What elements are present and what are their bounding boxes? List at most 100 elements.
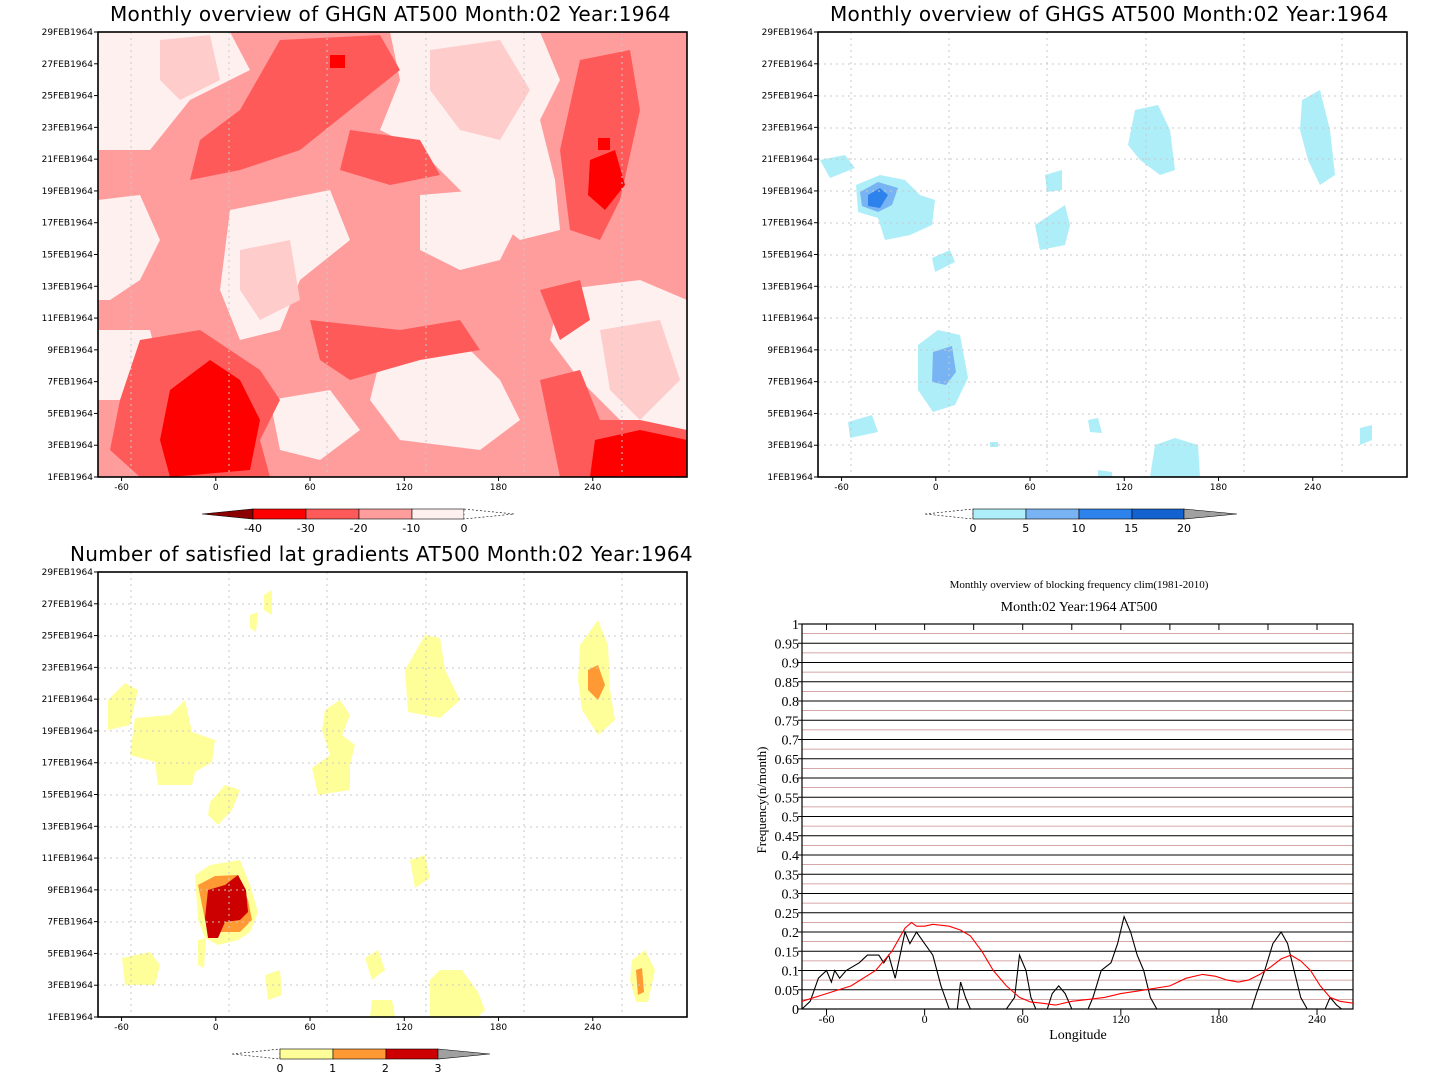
y-tick-label: 0.5 (782, 811, 800, 826)
ghgs-contour-low (1128, 105, 1175, 175)
gradients-contour-two (588, 665, 605, 700)
y-tick-label: 19FEB1964 (42, 727, 94, 737)
series-line-year (801, 914, 1353, 1010)
y-tick-label: 0.2 (782, 926, 800, 941)
x-tick-label: -60 (114, 483, 129, 493)
y-tick-label: 21FEB1964 (42, 695, 94, 705)
y-tick-label: 7FEB1964 (767, 378, 813, 388)
ghgs-colorbar-bin (1078, 508, 1133, 520)
gradients-colorbar-bin (332, 1048, 387, 1060)
y-tick-label: 0.75 (775, 714, 800, 729)
x-tick-label: 0 (213, 483, 219, 493)
y-tick-label: 0.85 (775, 676, 800, 691)
colorbar-label: -10 (402, 522, 420, 535)
ghgs-contour-low (1088, 418, 1102, 433)
ghgs-contour-low (1045, 170, 1062, 192)
ghgn-title: Monthly overview of GHGN AT500 Month:02 … (110, 2, 671, 26)
gradients-panel: Number of satisfied lat gradients AT500 … (0, 540, 720, 1091)
frequency-subtitle: Month:02 Year:1964 AT500 (1001, 600, 1158, 615)
series-line-clim (801, 921, 1354, 1006)
ghgn-contour-light (270, 390, 360, 460)
ghgn-contour-pale (430, 40, 530, 140)
y-tick-label: 7FEB1964 (47, 378, 93, 388)
ghgn-contour-strong (588, 150, 625, 210)
y-tick-label: 23FEB1964 (762, 123, 814, 133)
y-tick-label: 19FEB1964 (42, 187, 94, 197)
ghgs-title: Monthly overview of GHGS AT500 Month:02 … (830, 2, 1389, 26)
x-tick-label: 60 (1024, 483, 1036, 493)
ghgn-contour-mid (190, 35, 400, 180)
y-tick-label: 0.4 (782, 849, 800, 864)
ghgn-contour-mid (540, 280, 590, 340)
y-tick-label: 9FEB1964 (47, 346, 93, 356)
gradients-contour-one (208, 785, 240, 825)
y-tick-label: 11FEB1964 (42, 854, 94, 864)
gradients-contour-one (365, 950, 385, 980)
frequency-grid (802, 633, 1353, 1000)
gradients-colorbar-under (231, 1048, 281, 1060)
y-tick-label: 17FEB1964 (42, 219, 94, 229)
ghgs-contour-low (1098, 470, 1112, 477)
y-tick-label: 1FEB1964 (47, 473, 93, 483)
y-tick-label: 19FEB1964 (762, 187, 814, 197)
gradients-contour-three (205, 875, 248, 938)
frequency-plot: Monthly overview of blocking frequency c… (754, 579, 1354, 1043)
y-tick-label: 11FEB1964 (42, 314, 94, 324)
ghgs-grid (818, 32, 1407, 477)
y-tick-label: 29FEB1964 (42, 28, 94, 38)
y-tick-label: 15FEB1964 (42, 791, 94, 801)
ghgs-contour-high (868, 188, 888, 208)
y-tick-label: 29FEB1964 (762, 28, 814, 38)
gradients-plot: 1FEB1964 3FEB1964 5FEB1964 7FEB1964 9FEB1964… (42, 568, 688, 1075)
x-tick-label: 240 (584, 483, 601, 493)
ghgn-colorbar-bin (305, 508, 360, 520)
y-tick-label: 7FEB1964 (47, 918, 93, 928)
y-tick-label: 5FEB1964 (47, 949, 93, 959)
frequency-ylabel: Frequency(n/month) (754, 747, 769, 854)
ghgs-contour-low (1035, 205, 1070, 250)
colorbar-label: 2 (382, 1062, 389, 1075)
y-tick-label: 15FEB1964 (42, 251, 94, 261)
gradients-contour-one (198, 938, 206, 968)
y-tick-label: 25FEB1964 (42, 632, 94, 642)
ghgs-colorbar-under (924, 508, 974, 520)
ghgn-axes: 1FEB1964 3FEB1964 5FEB1964 7FEB1964 9FEB1964… (42, 28, 602, 493)
ghgn-contour-strong (160, 360, 260, 477)
colorbar-label: 0 (970, 522, 977, 535)
ghgn-plot: 1FEB1964 3FEB1964 5FEB1964 7FEB1964 9FEB1964… (42, 28, 688, 535)
gradients-colorbar-bin (385, 1048, 439, 1060)
colorbar-label: -30 (297, 522, 315, 535)
ghgn-contour-mid (340, 130, 440, 185)
y-tick-label: 13FEB1964 (42, 282, 94, 292)
ghgn-contour-pale (240, 240, 300, 320)
frequency-title: Monthly overview of blocking frequency c… (950, 579, 1209, 591)
ghgs-axes: 1FEB1964 3FEB1964 5FEB1964 7FEB1964 9FEB1964… (762, 28, 1322, 493)
ghgs-panel: Monthly overview of GHGS AT500 Month:02 … (720, 0, 1440, 545)
ghgn-contour-mid (310, 320, 480, 380)
y-tick-label: 9FEB1964 (767, 346, 813, 356)
x-tick-label: 0 (933, 483, 939, 493)
ghgn-contour-strong (330, 55, 345, 68)
x-tick-label: 60 (1017, 1012, 1029, 1026)
y-tick-label: 0.35 (775, 868, 800, 883)
ghgs-contour-low (932, 250, 955, 272)
y-tick-label: 3FEB1964 (767, 441, 813, 451)
ghgn-panel: Monthly overview of GHGN AT500 Month:02 … (0, 0, 720, 545)
y-tick-label: 1 (792, 618, 799, 633)
ghgs-colorbar-over (1183, 508, 1238, 520)
ghgs-contour-low (1300, 90, 1335, 185)
ghgs-colorbar-bin (1025, 508, 1080, 520)
y-tick-label: 0.9 (782, 657, 800, 672)
y-tick-label: 17FEB1964 (42, 759, 94, 769)
y-tick-label: 3FEB1964 (47, 441, 93, 451)
y-tick-label: 5FEB1964 (47, 409, 93, 419)
x-tick-label: 60 (304, 483, 316, 493)
gradients-axes: 1FEB1964 3FEB1964 5FEB1964 7FEB1964 9FEB1964… (42, 568, 602, 1033)
y-tick-label: 23FEB1964 (42, 123, 94, 133)
gradients-colorbar-bin (279, 1048, 334, 1060)
x-tick-label: 180 (1210, 483, 1227, 493)
x-tick-label: 180 (1210, 1012, 1228, 1026)
ghgs-contour-low (848, 415, 878, 438)
y-tick-label: 0.55 (775, 791, 800, 806)
y-tick-label: 0.7 (782, 734, 800, 749)
